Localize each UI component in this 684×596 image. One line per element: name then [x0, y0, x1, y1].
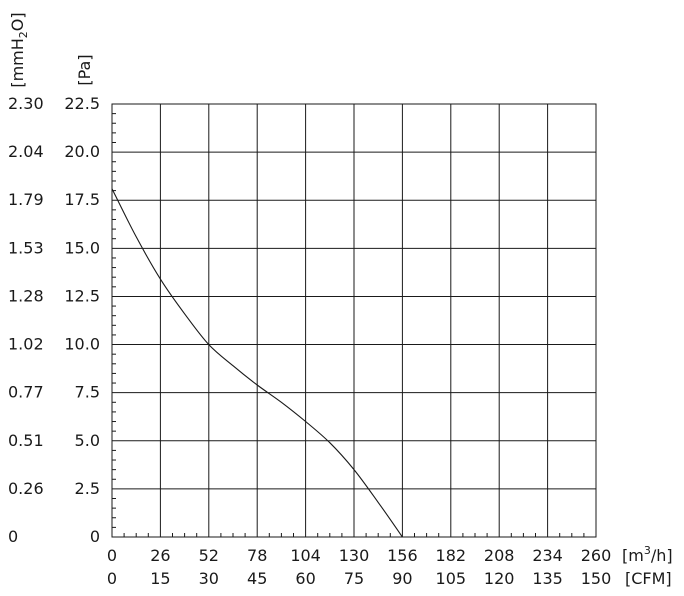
x-primary-tick-label: 260	[581, 546, 612, 565]
x-primary-tick-label: 52	[199, 546, 219, 565]
performance-curve	[111, 188, 403, 538]
x-primary-tick-label: 234	[532, 546, 563, 565]
grid-lines	[112, 104, 596, 537]
y-secondary-tick-label: 0.26	[8, 479, 44, 498]
y-primary-tick-label: 22.5	[64, 94, 100, 113]
x-secondary-unit-label: [CFM]	[625, 569, 672, 588]
y-primary-tick-label: 10.0	[64, 335, 100, 354]
y-primary-tick-label: 20.0	[64, 142, 100, 161]
plot-frame	[111, 103, 597, 538]
y-primary-unit-label: [Pa]	[75, 54, 94, 85]
x-primary-tick-label: 130	[339, 546, 370, 565]
x-primary-tick-label: 208	[484, 546, 515, 565]
x-primary-tick-label: 104	[290, 546, 321, 565]
x-secondary-tick-label: 105	[436, 569, 467, 588]
x-primary-tick-label: 26	[150, 546, 170, 565]
x-secondary-tick-labels: 0 15 30 45 60 75 90 105 120 135 150	[107, 569, 611, 588]
x-primary-tick-label: 0	[107, 546, 117, 565]
y-secondary-unit-label: [mmH2O]	[8, 12, 30, 87]
x-secondary-tick-label: 60	[295, 569, 315, 588]
x-secondary-tick-label: 120	[484, 569, 515, 588]
x-primary-tick-labels: 0 26 52 78 104 130 156 182 208 234 260	[107, 546, 611, 565]
y-primary-tick-label: 7.5	[75, 383, 100, 402]
x-secondary-tick-label: 150	[581, 569, 612, 588]
y-primary-tick-label: 0	[90, 527, 100, 546]
x-secondary-tick-label: 135	[532, 569, 563, 588]
x-secondary-tick-label: 30	[199, 569, 219, 588]
y-secondary-tick-label: 0	[8, 527, 18, 546]
x-primary-tick-label: 78	[247, 546, 267, 565]
y-primary-tick-label: 5.0	[75, 431, 100, 450]
y-primary-tick-label: 2.5	[75, 479, 100, 498]
y-secondary-tick-label: 0.77	[8, 383, 44, 402]
x-secondary-tick-label: 75	[344, 569, 364, 588]
y-secondary-tick-label: 1.79	[8, 190, 44, 209]
y-secondary-tick-label: 2.04	[8, 142, 44, 161]
y-secondary-tick-label: 1.53	[8, 238, 44, 257]
x-secondary-tick-label: 15	[150, 569, 170, 588]
y-primary-tick-label: 12.5	[64, 286, 100, 305]
x-primary-unit-label: [m3/h]	[622, 544, 673, 565]
x-secondary-tick-label: 0	[107, 569, 117, 588]
minor-ticks	[112, 113, 585, 537]
y-secondary-tick-label: 0.51	[8, 431, 44, 450]
y-primary-tick-labels: 0 2.5 5.0 7.5 10.0 12.5 15.0 17.5 20.0 22.5	[64, 94, 100, 546]
y-secondary-tick-labels: 0 0.26 0.51 0.77 1.02 1.28 1.53 1.79 2.04 2.30	[8, 94, 44, 546]
y-secondary-tick-label: 1.28	[8, 286, 44, 305]
y-primary-tick-label: 15.0	[64, 238, 100, 257]
x-secondary-tick-label: 45	[247, 569, 267, 588]
y-primary-tick-label: 17.5	[64, 190, 100, 209]
x-primary-tick-label: 156	[387, 546, 418, 565]
x-secondary-tick-label: 90	[392, 569, 412, 588]
x-primary-tick-label: 182	[436, 546, 467, 565]
y-secondary-tick-label: 2.30	[8, 94, 44, 113]
y-secondary-tick-label: 1.02	[8, 335, 44, 354]
